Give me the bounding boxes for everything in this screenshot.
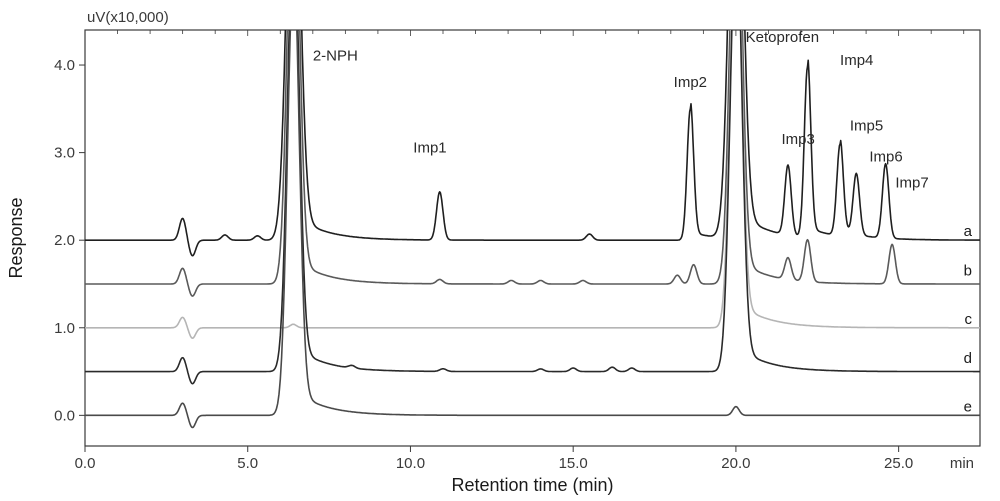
peak-label: Imp4 — [840, 52, 873, 69]
x-axis-label: Retention time (min) — [451, 475, 613, 495]
x-tick-label: 10.0 — [396, 455, 425, 472]
trace-label: d — [964, 350, 972, 367]
peak-label: 2-NPH — [313, 48, 358, 65]
peak-label: Imp1 — [413, 140, 446, 157]
y-tick-label: 2.0 — [54, 232, 75, 249]
trace-label: b — [964, 263, 972, 280]
peak-label: Imp3 — [781, 131, 814, 148]
y-tick-label: 0.0 — [54, 407, 75, 424]
x-tick-label: 15.0 — [559, 455, 588, 472]
peak-label: Imp6 — [869, 148, 902, 165]
y-unit-label: uV(x10,000) — [87, 9, 169, 26]
trace-label: c — [965, 311, 973, 328]
x-tick-label: 5.0 — [237, 455, 258, 472]
trace-label: a — [964, 223, 973, 240]
trace-label: e — [964, 398, 972, 415]
peak-label: Imp7 — [895, 175, 928, 192]
x-tick-label: 0.0 — [75, 455, 96, 472]
peak-label: Imp5 — [850, 118, 883, 135]
y-tick-label: 1.0 — [54, 320, 75, 337]
peak-label: Ketoprofen — [746, 29, 819, 46]
x-tick-label: 20.0 — [721, 455, 750, 472]
y-axis-label: Response — [6, 197, 26, 278]
y-tick-label: 4.0 — [54, 57, 75, 74]
chromatogram-chart: 0.0 5.0 10.0 15.0 20.0 25.0 min 0.0 1.0 2.0 3.0 4.0… — [0, 0, 1000, 501]
x-tick-label: 25.0 — [884, 455, 913, 472]
x-unit-label: min — [950, 455, 974, 472]
y-tick-label: 3.0 — [54, 145, 75, 162]
peak-label: Imp2 — [674, 74, 707, 91]
chart-background — [0, 0, 1000, 501]
